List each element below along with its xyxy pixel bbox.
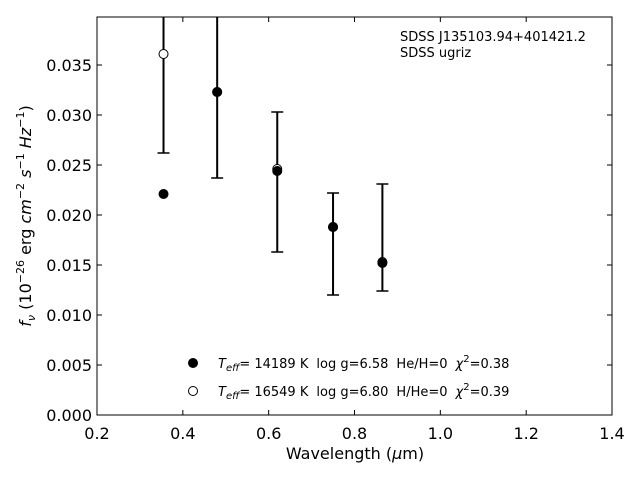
x-tick-label: 1.4 (599, 424, 624, 443)
x-tick-label: 1.0 (428, 424, 453, 443)
filled-point (158, 189, 169, 199)
y-tick-label: 0.005 (46, 356, 92, 375)
filled-point (212, 87, 223, 97)
annotation-filters: SDSS ugriz (400, 46, 471, 61)
y-tick-label: 0.030 (46, 106, 92, 125)
error-bars (157, 17, 389, 296)
filled-point (377, 258, 388, 268)
legend-marker-open (188, 386, 198, 396)
y-axis: 0.000 0.005 0.010 0.015 0.020 0.025 0.030 0.035 (46, 56, 612, 425)
x-tick-label: 0.8 (342, 424, 367, 443)
x-tick-label: 0.6 (256, 424, 281, 443)
y-tick-label: 0.025 (46, 156, 92, 175)
plot-frame (96, 16, 613, 416)
filled-point (272, 166, 283, 176)
filled-point (328, 222, 339, 232)
data-points (158, 49, 388, 268)
x-tick-label: 0.4 (170, 424, 195, 443)
open-point (158, 49, 169, 59)
y-tick-label: 0.010 (46, 306, 92, 325)
x-tick-label: 1.2 (513, 424, 538, 443)
x-axis-label: Wavelength (μm) (286, 444, 424, 463)
legend-marker-filled (188, 358, 198, 368)
y-tick-label: 0.000 (46, 406, 92, 425)
y-tick-label: 0.020 (46, 206, 92, 225)
y-tick-label: 0.015 (46, 256, 92, 275)
annotation-object-name: SDSS J135103.94+401421.2 (400, 30, 586, 45)
y-tick-label: 0.035 (46, 56, 92, 75)
x-tick-label: 0.2 (84, 424, 109, 443)
x-axis: 0.2 0.4 0.6 0.8 1.0 1.2 1.4 (84, 17, 625, 443)
y-axis-label: fν (10−26 erg cm−2 s−1 Hz−1) (14, 105, 38, 326)
